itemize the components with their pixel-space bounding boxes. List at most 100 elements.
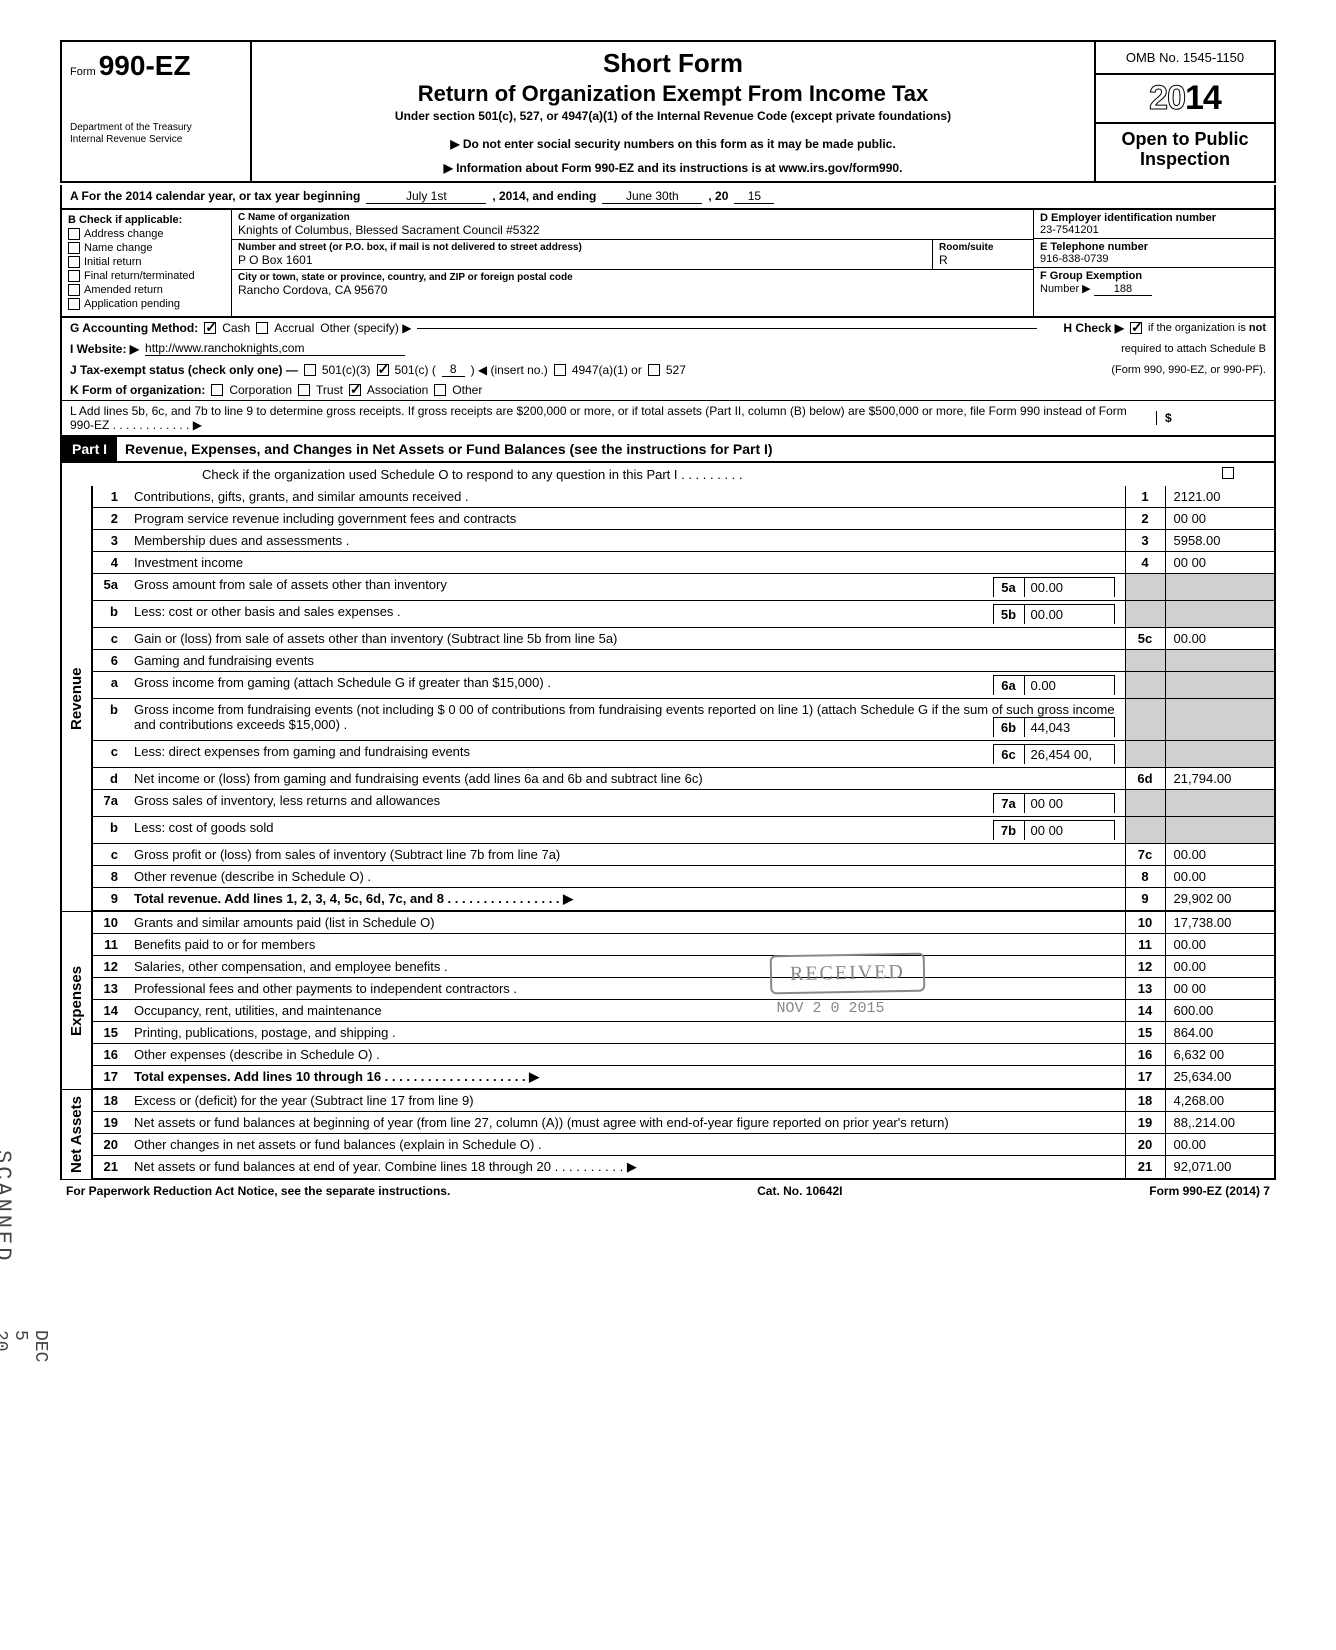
line-desc: Other expenses (describe in Schedule O) …: [128, 1044, 1125, 1066]
chk-other[interactable]: [434, 384, 446, 396]
form-center: Short Form Return of Organization Exempt…: [252, 42, 1094, 181]
line-num: 19: [92, 1112, 128, 1134]
form-990ez: 990-EZ: [99, 50, 191, 81]
chk-schedule-o[interactable]: [1222, 467, 1234, 479]
table-row: 2Program service revenue including gover…: [61, 508, 1275, 530]
chk-initial-lbl: Initial return: [84, 256, 141, 268]
g-cash: Cash: [222, 321, 250, 335]
line-result-num: 13: [1125, 978, 1165, 1000]
line-desc: Gross sales of inventory, less returns a…: [128, 790, 1125, 817]
table-row: dNet income or (loss) from gaming and fu…: [61, 768, 1275, 790]
scanned-stamp: SCANNED: [0, 1150, 15, 1263]
netassets-table: Net Assets18Excess or (deficit) for the …: [60, 1090, 1276, 1180]
g-other: Other (specify) ▶: [320, 321, 411, 335]
chk-final[interactable]: Final return/terminated: [68, 270, 225, 282]
line-desc: Contributions, gifts, grants, and simila…: [128, 486, 1125, 508]
side-label: Revenue: [61, 486, 92, 911]
line-result-amt: [1165, 699, 1275, 741]
sub-num: 6b: [993, 717, 1025, 737]
part1-header: Part I Revenue, Expenses, and Changes in…: [60, 437, 1276, 463]
chk-501c[interactable]: [377, 364, 389, 376]
j-501c: 501(c) (: [395, 363, 436, 377]
dec-stamp: DEC 5 20: [0, 1330, 50, 1362]
line-desc: Net income or (loss) from gaming and fun…: [128, 768, 1125, 790]
j-527: 527: [666, 363, 686, 377]
chk-address[interactable]: Address change: [68, 228, 225, 240]
line-result-num: 1: [1125, 486, 1165, 508]
street-lbl: Number and street (or P.O. box, if mail …: [238, 242, 926, 253]
chk-corp[interactable]: [211, 384, 223, 396]
line-result-amt: 00.00: [1165, 844, 1275, 866]
line-result-amt: [1165, 601, 1275, 628]
city-val: Rancho Cordova, CA 95670: [238, 283, 1027, 297]
chk-accrual[interactable]: [256, 322, 268, 334]
line-result-amt: 88,.214.00: [1165, 1112, 1275, 1134]
line-num: 11: [92, 934, 128, 956]
form-number: Form 990-EZ: [70, 50, 242, 82]
i-val: http://www.ranchoknights,com: [145, 341, 405, 356]
line-desc: Other changes in net assets or fund bala…: [128, 1134, 1125, 1156]
line-result-num: [1125, 672, 1165, 699]
footer: For Paperwork Reduction Act Notice, see …: [60, 1180, 1276, 1202]
line-num: 16: [92, 1044, 128, 1066]
line-result-num: 14: [1125, 1000, 1165, 1022]
sub-val: 44,043: [1025, 717, 1115, 737]
line-result-amt: 6,632 00: [1165, 1044, 1275, 1066]
chk-h[interactable]: [1130, 322, 1142, 334]
chk-4947[interactable]: [554, 364, 566, 376]
room-val: R: [939, 253, 1027, 267]
line-result-num: 9: [1125, 888, 1165, 912]
row-a-begin: July 1st: [366, 189, 486, 204]
line-result-num: 17: [1125, 1066, 1165, 1090]
row-l: L Add lines 5b, 6c, and 7b to line 9 to …: [62, 400, 1274, 435]
line-result-num: 16: [1125, 1044, 1165, 1066]
line-result-amt: 29,902 00: [1165, 888, 1275, 912]
j-label: J Tax-exempt status (check only one) —: [70, 363, 298, 377]
ein-lbl: D Employer identification number: [1040, 212, 1216, 224]
line-result-num: 2: [1125, 508, 1165, 530]
line-desc: Salaries, other compensation, and employ…: [128, 956, 1125, 978]
line-num: 8: [92, 866, 128, 888]
chk-amended-lbl: Amended return: [84, 284, 163, 296]
row-k: K Form of organization: Corporation Trus…: [62, 380, 1274, 400]
row-j: J Tax-exempt status (check only one) — 5…: [62, 359, 1274, 380]
chk-trust[interactable]: [298, 384, 310, 396]
line-result-num: 6d: [1125, 768, 1165, 790]
line-desc: Gain or (loss) from sale of assets other…: [128, 628, 1125, 650]
chk-initial[interactable]: Initial return: [68, 256, 225, 268]
line-num: 3: [92, 530, 128, 552]
table-row: 3Membership dues and assessments .35958.…: [61, 530, 1275, 552]
chk-501c3[interactable]: [304, 364, 316, 376]
line-desc: Gross amount from sale of assets other t…: [128, 574, 1125, 601]
line-result-amt: 2121.00: [1165, 486, 1275, 508]
line-result-amt: [1165, 790, 1275, 817]
table-row: cGain or (loss) from sale of assets othe…: [61, 628, 1275, 650]
grp-lbl2: Number ▶: [1040, 283, 1091, 295]
chk-cash[interactable]: [204, 322, 216, 334]
col-b: B Check if applicable: Address change Na…: [62, 210, 232, 316]
block-bcd: B Check if applicable: Address change Na…: [60, 210, 1276, 318]
table-row: cLess: direct expenses from gaming and f…: [61, 741, 1275, 768]
table-row: Revenue1Contributions, gifts, grants, an…: [61, 486, 1275, 508]
nov-stamp: NOV 2 0 2015: [776, 1000, 884, 1017]
line-result-num: 5c: [1125, 628, 1165, 650]
meta-rows: G Accounting Method: Cash Accrual Other …: [60, 318, 1276, 437]
city-row: City or town, state or province, country…: [232, 270, 1033, 299]
row-a-end-year: 15: [734, 189, 774, 204]
chk-assoc[interactable]: [349, 384, 361, 396]
chk-527[interactable]: [648, 364, 660, 376]
line-num: 1: [92, 486, 128, 508]
table-row: 4Investment income400 00: [61, 552, 1275, 574]
line-result-amt: 00 00: [1165, 508, 1275, 530]
line-num: b: [92, 817, 128, 844]
line-result-amt: 00.00: [1165, 956, 1275, 978]
table-row: 6Gaming and fundraising events: [61, 650, 1275, 672]
chk-pending[interactable]: Application pending: [68, 298, 225, 310]
row-a-mid: , 2014, and ending: [492, 189, 596, 203]
chk-amended[interactable]: Amended return: [68, 284, 225, 296]
line-desc: Gross income from fundraising events (no…: [128, 699, 1125, 741]
sub-val: 00 00: [1025, 793, 1115, 813]
chk-name[interactable]: Name change: [68, 242, 225, 254]
open2: Inspection: [1100, 150, 1270, 170]
chk-name-lbl: Name change: [84, 242, 153, 254]
